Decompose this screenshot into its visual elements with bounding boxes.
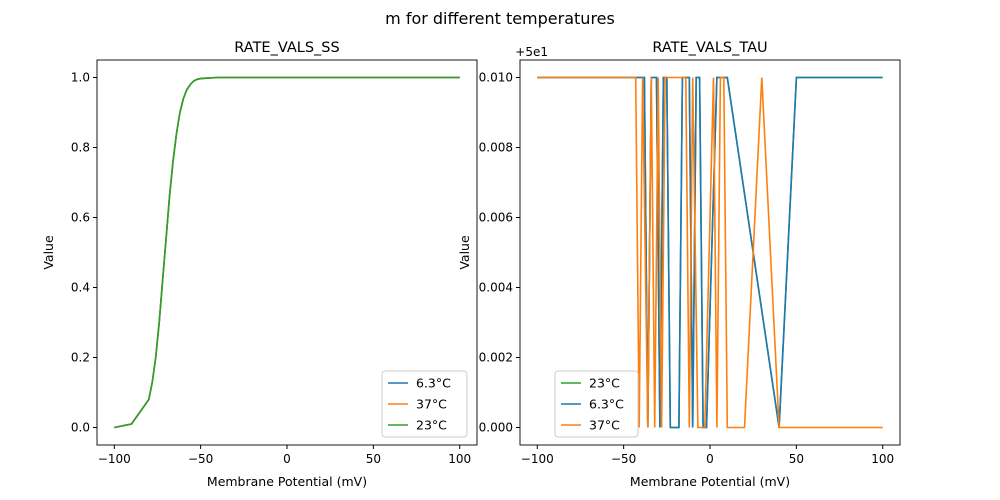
legend-box — [381, 370, 468, 438]
series-line-37C — [537, 76, 883, 429]
figure-title: m for different temperatures — [385, 9, 615, 28]
y-tick-label: 0.002 — [479, 351, 513, 365]
y-tick-label: 0.2 — [71, 351, 90, 365]
legend-label: 23°C — [589, 376, 620, 391]
y-tick-label: 1.0 — [71, 71, 90, 85]
x-tick-label: 50 — [366, 452, 381, 466]
y-tick-label: 0.6 — [71, 211, 90, 225]
y-tick-label: 0.000 — [479, 421, 513, 435]
subplot-2: −100 −50 0 50 100 0.000 0.002 0.004 0.006 0.008 0.… — [457, 40, 901, 489]
y-axis-label: Value — [41, 235, 56, 270]
y-tick-label: 0.4 — [71, 281, 90, 295]
y-offset-label: +5e1 — [515, 45, 548, 59]
y-axis-label: Value — [457, 235, 472, 270]
legend-box — [554, 370, 639, 438]
subplot-title: RATE_VALS_SS — [234, 40, 339, 56]
y-tick-label: 0.0 — [71, 421, 90, 435]
x-tick-label: 100 — [448, 452, 471, 466]
y-tick-label: 0.008 — [479, 141, 513, 155]
x-tick-label: 0 — [283, 452, 291, 466]
legend: 23°C 6.3°C 37°C — [554, 370, 639, 438]
y-tick-label: 0.8 — [71, 141, 90, 155]
y-tick-label: 0.010 — [479, 71, 513, 85]
y-tick-label: 0.006 — [479, 211, 513, 225]
y-tick-label: 0.004 — [479, 281, 513, 295]
legend-label: 23°C — [416, 418, 447, 433]
x-tick-label: 0 — [706, 452, 714, 466]
subplot-title: RATE_VALS_TAU — [652, 40, 767, 56]
x-axis-label: Membrane Potential (mV) — [630, 474, 790, 489]
x-tick-label: −100 — [521, 452, 554, 466]
x-tick-label: 100 — [871, 452, 894, 466]
legend: 6.3°C 37°C 23°C — [381, 370, 468, 438]
x-axis-label: Membrane Potential (mV) — [207, 474, 367, 489]
legend-label: 37°C — [589, 418, 620, 433]
subplot-1: −100 −50 0 50 100 0.0 0.2 0.4 0.6 0.8 1.0 RATE_VALS… — [41, 40, 478, 489]
series-line-23C — [114, 76, 460, 429]
legend-label: 6.3°C — [416, 376, 451, 391]
x-tick-label: −50 — [611, 452, 636, 466]
legend-label: 37°C — [416, 397, 447, 412]
x-tick-label: 50 — [789, 452, 804, 466]
legend-label: 6.3°C — [589, 397, 624, 412]
x-tick-label: −50 — [188, 452, 213, 466]
x-tick-label: −100 — [98, 452, 131, 466]
